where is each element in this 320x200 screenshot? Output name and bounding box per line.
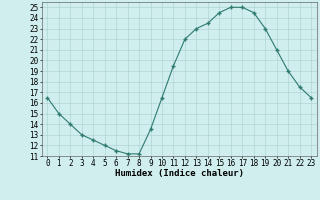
X-axis label: Humidex (Indice chaleur): Humidex (Indice chaleur) [115,169,244,178]
